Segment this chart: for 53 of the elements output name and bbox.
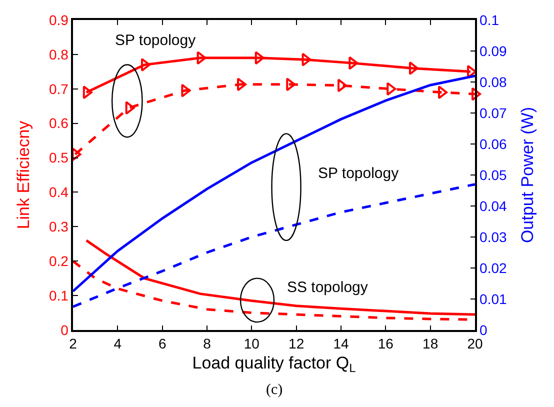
annotation: SS topology xyxy=(287,279,368,296)
y-tick-label: 0.1 xyxy=(48,287,69,304)
y2-tick-label: 0.08 xyxy=(480,74,508,90)
y-tick-label: 0.8 xyxy=(48,46,69,62)
x-tick-label: 18 xyxy=(422,336,438,352)
y-tick-label: 0 xyxy=(60,322,69,338)
x-tick-label: 4 xyxy=(114,336,122,352)
x-tick-label: 16 xyxy=(378,336,394,352)
y2-tick-label: 0.04 xyxy=(480,198,508,214)
point xyxy=(82,86,92,100)
text: (c) xyxy=(266,382,283,398)
point xyxy=(72,148,82,162)
line-series xyxy=(85,239,475,316)
y-tick-label: 0.2 xyxy=(48,253,69,270)
point xyxy=(140,58,150,72)
x-tick-label: 6 xyxy=(158,336,166,352)
x-tick-label: 14 xyxy=(333,336,349,352)
point xyxy=(302,52,312,66)
y-tick-label: 0.3 xyxy=(48,218,69,235)
point xyxy=(125,101,135,115)
x-tick-label: 8 xyxy=(203,336,212,352)
x-tick-label: 12 xyxy=(288,336,304,352)
point xyxy=(196,51,206,65)
y2-tick-label: 0.09 xyxy=(480,42,508,59)
annotation: SP topology xyxy=(318,165,400,182)
point xyxy=(467,64,477,78)
x-tick-label: 20 xyxy=(467,336,483,352)
point xyxy=(348,56,358,70)
y2-axis-title: Output Power (W) xyxy=(518,106,537,244)
point xyxy=(181,84,191,98)
point xyxy=(408,61,418,75)
y-axis-title: Link Efficiecny xyxy=(14,120,34,230)
annotation: SP topology xyxy=(115,32,196,49)
y-tick-label: 0.9 xyxy=(48,12,69,28)
x-tick-label: 2 xyxy=(69,336,78,352)
y2-tick-label: 0.05 xyxy=(480,166,508,183)
y-tick-label: 0.7 xyxy=(48,80,69,97)
y-tick-label: 0.5 xyxy=(48,150,69,166)
x-tick-label: 10 xyxy=(244,336,260,352)
y2-tick-label: 0.1 xyxy=(480,12,500,28)
y2-tick-label: 0.01 xyxy=(480,290,508,307)
x-axis-title: Load quality factor Q$_{L}$ xyxy=(192,353,356,376)
point xyxy=(254,51,264,65)
y2-tick-label: 0.03 xyxy=(480,228,508,245)
y2-tick-label: 0 xyxy=(480,322,488,338)
y-tick-label: 0.6 xyxy=(48,115,69,132)
point xyxy=(286,78,296,92)
y2-tick-label: 0.06 xyxy=(480,136,508,152)
y2-tick-label: 0.02 xyxy=(480,260,508,276)
y2-tick-label: 0.07 xyxy=(480,104,508,121)
y-tick-label: 0.4 xyxy=(48,184,69,200)
line-series xyxy=(73,183,475,308)
point xyxy=(386,82,396,96)
